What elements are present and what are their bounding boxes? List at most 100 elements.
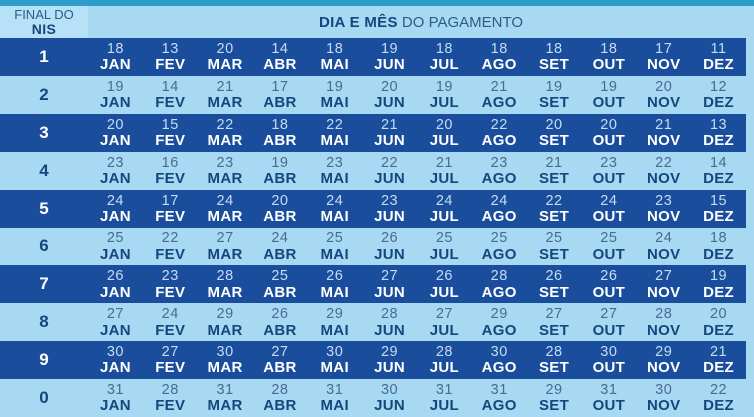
payment-day: 19 <box>380 40 399 57</box>
payment-date-cell: 30 AGO <box>472 341 527 379</box>
payment-month: ABR <box>263 245 297 263</box>
payment-day: 17 <box>271 78 289 95</box>
payment-day: 25 <box>326 230 344 247</box>
payment-month: OUT <box>592 56 626 74</box>
payment-date-cell: 25 AGO <box>472 228 527 266</box>
payment-month: SET <box>539 397 570 415</box>
payment-date-cell: 28 AGO <box>472 265 527 303</box>
nis-digit: 4 <box>39 160 49 180</box>
row-cells: 26 JAN 23 FEV 28 MAR 25 ABR 26 MAI 27 JU… <box>88 265 746 303</box>
payment-day: 23 <box>326 154 344 171</box>
payment-day: 24 <box>161 306 179 323</box>
payment-date-cell: 23 JAN <box>88 152 143 190</box>
payment-day: 29 <box>490 306 508 323</box>
payment-day: 31 <box>326 382 344 399</box>
payment-month: AGO <box>481 321 517 339</box>
payment-month: JAN <box>99 131 131 149</box>
payment-date-cell: 13 DEZ <box>691 114 746 152</box>
payment-month: DEZ <box>703 94 734 112</box>
payment-day: 23 <box>106 154 124 171</box>
payment-date-cell: 13 FEV <box>143 38 198 76</box>
payment-month: JUL <box>429 56 459 74</box>
payment-day: 25 <box>106 230 124 247</box>
payment-day: 13 <box>709 116 728 133</box>
row-cells: 23 JAN 16 FEV 23 MAR 19 ABR 23 MAI 22 JU… <box>88 152 746 190</box>
payment-day: 29 <box>545 382 563 399</box>
payment-day: 28 <box>435 344 453 361</box>
payment-month: NOV <box>646 94 681 112</box>
payment-date-cell: 18 JUL <box>417 38 472 76</box>
payment-date-cell: 14 DEZ <box>691 152 746 190</box>
nis-digit: 1 <box>39 46 49 66</box>
payment-month: NOV <box>646 56 681 74</box>
payment-month: NOV <box>646 359 681 377</box>
table-row: 5 24 JAN 17 FEV 24 MAR 20 ABR 24 MAI 23 … <box>0 189 754 228</box>
payment-day: 25 <box>545 230 563 247</box>
payment-date-cell: 22 JUN <box>362 152 417 190</box>
payment-month: MAR <box>207 94 243 112</box>
payment-month: MAI <box>320 207 349 225</box>
payment-date-cell: 23 MAR <box>198 152 253 190</box>
nis-digit: 7 <box>39 274 49 294</box>
payment-date-cell: 22 NOV <box>636 152 691 190</box>
nis-column-header: FINAL DO NIS <box>0 6 88 38</box>
payment-date-cell: 25 MAI <box>307 228 362 266</box>
payment-date-cell: 29 JUN <box>362 341 417 379</box>
payment-date-cell: 19 SET <box>527 76 582 114</box>
payment-month: JUL <box>429 397 459 415</box>
payment-day: 14 <box>161 78 179 95</box>
payment-date-cell: 21 MAR <box>198 76 253 114</box>
payment-month: NOV <box>646 131 681 149</box>
payment-day: 22 <box>326 116 344 133</box>
row-cells: 31 JAN 28 FEV 31 MAR 28 ABR 31 MAI 30 JU… <box>88 379 746 417</box>
payment-day: 20 <box>545 116 563 133</box>
payment-month: OUT <box>592 207 626 225</box>
table-row: 0 31 JAN 28 FEV 31 MAR 28 ABR 31 MAI 30 … <box>0 379 754 417</box>
payment-date-cell: 29 AGO <box>472 303 527 341</box>
nis-digit: 5 <box>39 198 49 218</box>
payment-month: MAR <box>207 169 243 187</box>
nis-digit: 9 <box>39 350 49 370</box>
payment-date-cell: 28 SET <box>527 341 582 379</box>
payment-month: MAR <box>207 283 243 301</box>
payment-day: 23 <box>655 192 673 209</box>
row-cells: 27 JAN 24 FEV 29 MAR 26 ABR 29 MAI 28 JU… <box>88 303 746 341</box>
payment-month: AGO <box>481 397 517 415</box>
table-row: 9 30 JAN 27 FEV 30 MAR 27 ABR 30 MAI 29 … <box>0 341 754 380</box>
payment-month: JUN <box>374 245 406 263</box>
payment-month: SET <box>539 169 570 187</box>
payment-date-cell: 24 OUT <box>581 190 636 228</box>
payment-day: 28 <box>161 382 179 399</box>
payment-month: DEZ <box>703 283 734 301</box>
payment-date-cell: 20 JUN <box>362 76 417 114</box>
payment-month: JUN <box>374 169 406 187</box>
payment-date-cell: 23 OUT <box>581 152 636 190</box>
payment-day: 18 <box>435 40 453 57</box>
payment-date-cell: 19 JUL <box>417 76 472 114</box>
payment-day: 21 <box>709 344 728 361</box>
payment-day: 28 <box>655 306 673 323</box>
payment-day: 27 <box>271 344 289 361</box>
payment-date-cell: 17 ABR <box>252 76 307 114</box>
payment-month: DEZ <box>703 131 734 149</box>
payment-date-cell: 25 JUL <box>417 228 472 266</box>
payment-day: 20 <box>435 116 453 133</box>
payment-day: 26 <box>435 268 453 285</box>
payment-date-cell: 18 DEZ <box>691 228 746 266</box>
payment-day: 18 <box>106 40 124 57</box>
payment-table-body: 1 18 JAN 13 FEV 20 MAR 14 ABR 18 MAI 19 … <box>0 38 754 417</box>
payment-month: ABR <box>263 397 297 415</box>
payment-month: FEV <box>155 321 186 339</box>
payment-day: 28 <box>380 306 399 323</box>
payment-date-cell: 30 JAN <box>88 341 143 379</box>
payment-date-cell: 27 ABR <box>252 341 307 379</box>
payment-date-cell: 26 SET <box>527 265 582 303</box>
payment-day: 22 <box>709 382 728 399</box>
payment-date-cell: 29 NOV <box>636 341 691 379</box>
payment-day: 27 <box>600 306 618 323</box>
payment-date-cell: 17 NOV <box>636 38 691 76</box>
payment-day: 20 <box>271 192 289 209</box>
payment-month: AGO <box>481 131 517 149</box>
payment-month: AGO <box>481 207 517 225</box>
payment-date-cell: 31 OUT <box>581 379 636 417</box>
